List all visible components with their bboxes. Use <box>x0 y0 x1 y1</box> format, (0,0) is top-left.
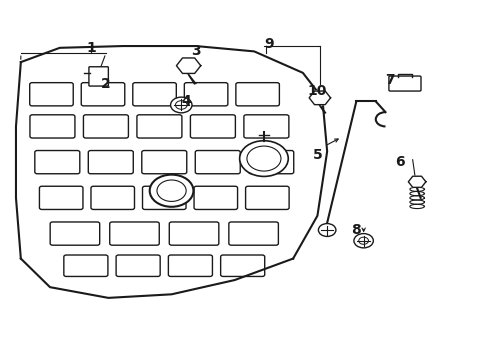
FancyBboxPatch shape <box>133 83 176 106</box>
FancyBboxPatch shape <box>91 186 134 210</box>
Circle shape <box>318 224 335 237</box>
FancyBboxPatch shape <box>64 255 108 276</box>
FancyBboxPatch shape <box>244 115 288 138</box>
Text: 10: 10 <box>307 84 326 98</box>
FancyBboxPatch shape <box>195 150 240 174</box>
FancyBboxPatch shape <box>81 83 124 106</box>
FancyBboxPatch shape <box>35 150 80 174</box>
Circle shape <box>239 141 287 176</box>
FancyBboxPatch shape <box>194 186 237 210</box>
Text: 5: 5 <box>312 148 322 162</box>
FancyBboxPatch shape <box>109 222 159 245</box>
FancyBboxPatch shape <box>40 186 83 210</box>
FancyBboxPatch shape <box>220 255 264 276</box>
FancyBboxPatch shape <box>235 83 279 106</box>
FancyBboxPatch shape <box>50 222 100 245</box>
Polygon shape <box>308 91 330 105</box>
Circle shape <box>353 234 372 248</box>
FancyBboxPatch shape <box>169 222 218 245</box>
Text: 6: 6 <box>394 155 404 169</box>
FancyBboxPatch shape <box>142 186 185 210</box>
FancyBboxPatch shape <box>142 150 186 174</box>
FancyBboxPatch shape <box>116 255 160 276</box>
FancyBboxPatch shape <box>168 255 212 276</box>
Text: 1: 1 <box>86 41 96 55</box>
FancyBboxPatch shape <box>248 150 293 174</box>
FancyBboxPatch shape <box>83 115 128 138</box>
Circle shape <box>149 175 193 207</box>
FancyBboxPatch shape <box>228 222 278 245</box>
FancyBboxPatch shape <box>30 83 73 106</box>
Text: 7: 7 <box>385 73 394 87</box>
FancyBboxPatch shape <box>30 115 75 138</box>
FancyBboxPatch shape <box>245 186 288 210</box>
Text: 9: 9 <box>264 37 273 51</box>
Text: 2: 2 <box>101 77 111 91</box>
FancyBboxPatch shape <box>190 115 235 138</box>
Polygon shape <box>176 58 201 73</box>
Text: 3: 3 <box>191 44 200 58</box>
FancyBboxPatch shape <box>137 115 182 138</box>
Text: 8: 8 <box>351 223 361 237</box>
FancyBboxPatch shape <box>89 67 108 86</box>
FancyBboxPatch shape <box>388 76 420 91</box>
Text: 4: 4 <box>181 94 191 108</box>
Polygon shape <box>407 176 425 187</box>
FancyBboxPatch shape <box>184 83 227 106</box>
FancyBboxPatch shape <box>88 150 133 174</box>
Circle shape <box>170 97 192 113</box>
